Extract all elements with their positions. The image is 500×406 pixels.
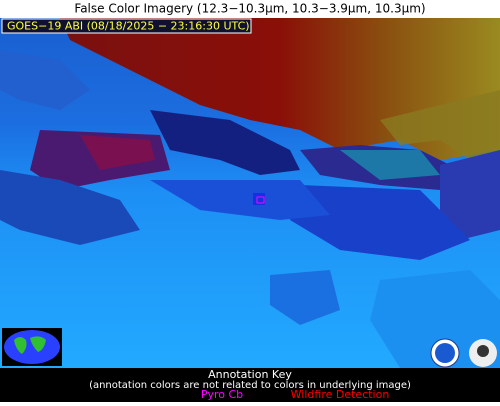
- title: False Color Imagery (12.3−10.3µm, 10.3−3…: [74, 2, 425, 16]
- logos: [430, 338, 497, 368]
- header-bg: [0, 0, 500, 18]
- key-note: (annotation colors are not related to co…: [89, 380, 411, 391]
- key-item: Pyro Cb: [201, 388, 243, 401]
- label-box: [1, 18, 252, 34]
- satellite-image: [0, 18, 500, 368]
- pyro-cb-marker: [256, 196, 265, 204]
- image-label: GOES−19 ABI (08/18/2025 − 23:16:30 UTC): [7, 20, 250, 33]
- key-items: Pyro Cb Wildfire Detection: [201, 388, 390, 401]
- key-bg: [0, 368, 500, 402]
- key-title: Annotation Key: [208, 368, 292, 381]
- key-item: Wildfire Detection: [291, 388, 390, 401]
- globe-icon: [2, 328, 62, 366]
